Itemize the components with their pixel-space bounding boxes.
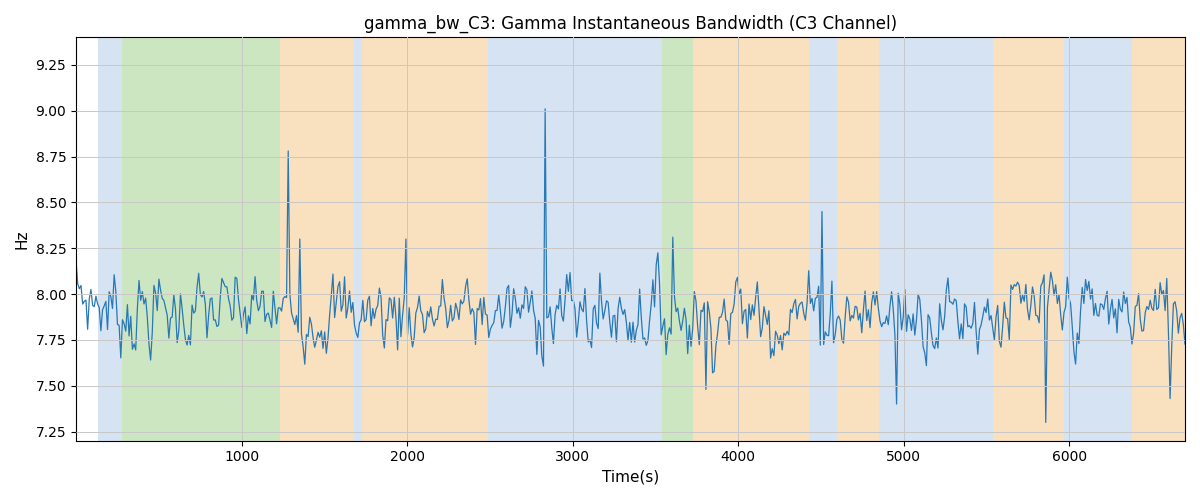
- Bar: [362, 38, 488, 440]
- Bar: [354, 38, 362, 440]
- Title: gamma_bw_C3: Gamma Instantaneous Bandwidth (C3 Channel): gamma_bw_C3: Gamma Instantaneous Bandwid…: [364, 15, 898, 34]
- Bar: [1064, 38, 1132, 440]
- Bar: [878, 38, 992, 440]
- Bar: [694, 38, 809, 440]
- Bar: [511, 38, 662, 440]
- Bar: [1132, 38, 1186, 440]
- Bar: [809, 38, 838, 440]
- Bar: [488, 38, 511, 440]
- X-axis label: Time(s): Time(s): [602, 470, 659, 485]
- Bar: [838, 38, 878, 440]
- Bar: [97, 38, 122, 440]
- Bar: [280, 38, 354, 440]
- Bar: [662, 38, 694, 440]
- Bar: [992, 38, 1064, 440]
- Bar: [122, 38, 280, 440]
- Y-axis label: Hz: Hz: [14, 230, 30, 249]
